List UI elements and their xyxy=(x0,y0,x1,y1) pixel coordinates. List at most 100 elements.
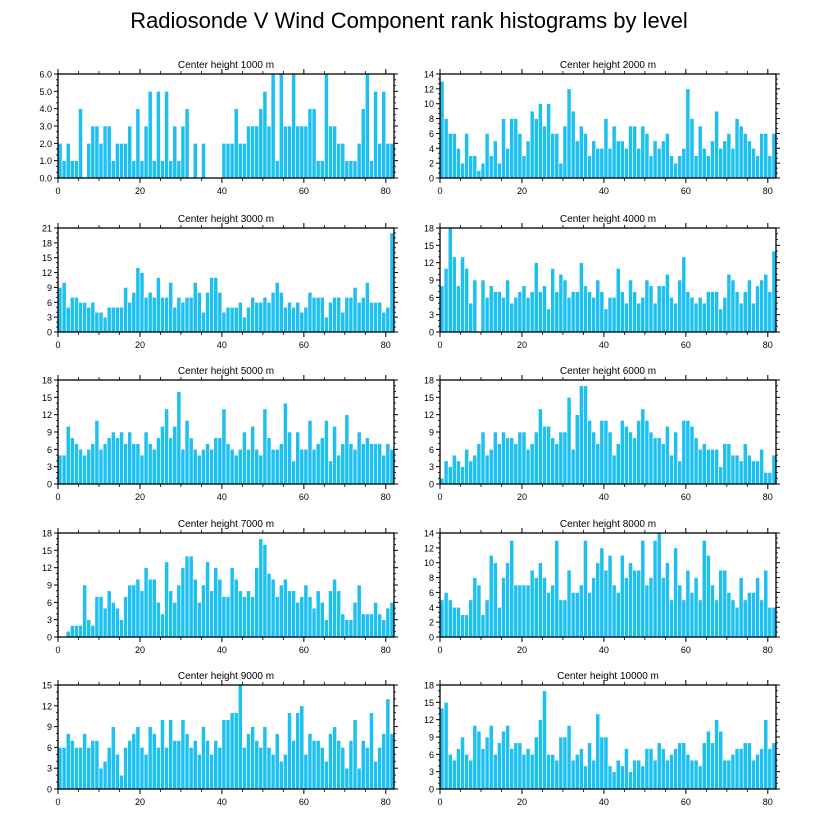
histogram-bar xyxy=(533,262,539,333)
histogram-bar xyxy=(607,431,613,485)
histogram-bar xyxy=(730,279,736,333)
histogram-bar xyxy=(751,759,756,790)
panel-title: Center height 2000 m xyxy=(560,60,656,71)
x-tick-label: 80 xyxy=(381,492,391,502)
histogram-bar xyxy=(201,143,206,179)
histogram-bar xyxy=(262,544,268,638)
histogram-bar xyxy=(538,562,543,638)
panel-9: Center height 9000 m 0 3 6 9 12 15 0 20 40 60 80 xyxy=(42,671,398,807)
histogram-bar xyxy=(542,425,547,485)
x-tick-label: 40 xyxy=(599,492,609,502)
histogram-bar xyxy=(348,443,354,485)
histogram-bar xyxy=(722,443,728,485)
histogram-bar xyxy=(303,449,309,485)
y-tick-label: 0 xyxy=(47,633,52,643)
histogram-bar xyxy=(751,460,756,485)
histogram-bar xyxy=(151,160,157,179)
histogram-bar xyxy=(570,592,576,638)
histogram-bar xyxy=(468,155,474,179)
histogram-bar xyxy=(377,443,383,485)
histogram-bar xyxy=(283,578,288,638)
histogram-bar xyxy=(587,420,592,485)
histogram-bar xyxy=(229,567,235,638)
histogram-bar xyxy=(274,282,280,333)
histogram-bar xyxy=(283,402,288,485)
histogram-bar xyxy=(303,125,309,179)
x-tick-label: 60 xyxy=(299,186,309,196)
x-tick-label: 80 xyxy=(763,186,773,196)
histogram-bar xyxy=(710,291,715,333)
histogram-bar xyxy=(82,584,87,638)
histogram-bar xyxy=(315,297,321,333)
y-tick-label: 12 xyxy=(424,84,434,94)
x-tick-label: 0 xyxy=(55,797,60,807)
histogram-bar xyxy=(385,698,391,790)
histogram-bar xyxy=(513,742,519,790)
histogram-bar xyxy=(324,420,329,485)
histogram-bar xyxy=(74,747,79,790)
histogram-bar xyxy=(377,143,383,179)
histogram-bar xyxy=(348,740,354,790)
x-tick-label: 80 xyxy=(763,797,773,807)
histogram-bar xyxy=(299,311,305,333)
histogram-bar xyxy=(497,742,502,790)
histogram-bar xyxy=(460,256,465,333)
histogram-bar xyxy=(287,125,292,179)
y-tick-label: 18 xyxy=(42,376,52,386)
histogram-bar xyxy=(250,425,255,485)
histogram-bar xyxy=(669,297,674,333)
histogram-bar xyxy=(262,408,268,485)
histogram-bar xyxy=(135,726,141,790)
histogram-bar xyxy=(558,599,564,638)
histogram-bar xyxy=(460,736,465,790)
histogram-bar xyxy=(250,297,255,333)
histogram-bar xyxy=(583,133,588,179)
histogram-bar xyxy=(319,602,325,638)
histogram-bar xyxy=(307,292,313,333)
histogram-bar xyxy=(340,443,346,485)
histogram-bar xyxy=(513,118,519,179)
histogram-bar xyxy=(624,425,629,485)
histogram-bar xyxy=(69,160,75,179)
histogram-bar xyxy=(348,619,354,638)
histogram-bar xyxy=(176,584,182,638)
y-tick-label: 9 xyxy=(47,283,52,293)
histogram-bar xyxy=(492,140,498,179)
histogram-bar xyxy=(648,431,654,485)
x-tick-label: 60 xyxy=(299,645,309,655)
histogram-bar xyxy=(492,291,498,333)
histogram-bar xyxy=(381,311,387,333)
histogram-bar xyxy=(197,602,202,638)
histogram-bar xyxy=(311,297,317,333)
histogram-bar xyxy=(497,291,502,333)
histogram-bar xyxy=(254,125,260,179)
histogram-bar xyxy=(110,160,116,179)
histogram-bar xyxy=(730,147,736,179)
histogram-bar xyxy=(184,555,190,638)
histogram-bar xyxy=(115,607,120,638)
histogram-bar xyxy=(295,602,301,638)
y-tick-label: 6 xyxy=(47,445,52,455)
histogram-bar xyxy=(665,273,670,333)
histogram-bar xyxy=(242,316,247,333)
histogram-bar xyxy=(254,301,260,333)
histogram-bar xyxy=(484,297,490,333)
histogram-bar xyxy=(233,712,239,790)
panel-title: Center height 8000 m xyxy=(560,519,656,530)
histogram-bar xyxy=(283,306,288,333)
histogram-bar xyxy=(599,420,605,485)
y-tick-label: 15 xyxy=(424,698,434,708)
histogram-bar xyxy=(443,592,449,638)
histogram-bar xyxy=(648,285,654,333)
histogram-bar xyxy=(98,767,104,790)
histogram-bar xyxy=(192,143,198,179)
y-tick-label: 3 xyxy=(429,767,434,777)
histogram-bar xyxy=(123,443,128,485)
histogram-bar xyxy=(660,285,666,333)
histogram-bar xyxy=(237,590,243,638)
histogram-bar xyxy=(476,730,482,790)
histogram-bar xyxy=(373,602,378,638)
histogram-bar xyxy=(373,301,378,333)
histogram-bar xyxy=(205,740,210,790)
histogram-bar xyxy=(706,291,711,333)
